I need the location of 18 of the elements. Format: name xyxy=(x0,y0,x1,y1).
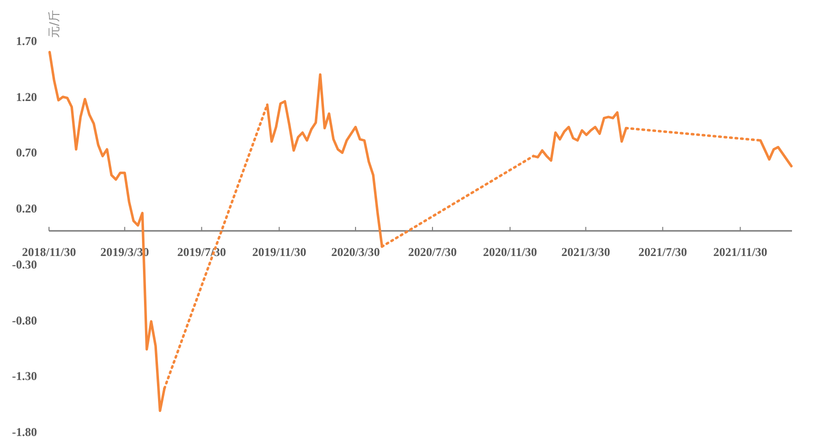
x-tick-label: 2020/11/30 xyxy=(483,244,538,259)
y-axis-title: 元/斤 xyxy=(47,10,61,38)
y-tick-label: -0.80 xyxy=(12,313,37,328)
x-tick-label: 2018/11/30 xyxy=(22,244,76,259)
x-tick-label: 2019/11/30 xyxy=(252,244,306,259)
x-tick-label: 2020/7/30 xyxy=(408,244,457,259)
y-tick-label: -1.80 xyxy=(12,425,37,439)
x-tick-label: 2021/11/30 xyxy=(713,244,768,259)
x-tick-label: 2019/7/30 xyxy=(177,244,226,259)
y-tick-label: 1.70 xyxy=(16,34,37,48)
y-tick-label: -0.30 xyxy=(12,257,37,272)
y-tick-label: -1.30 xyxy=(12,369,37,384)
y-tick-label: 1.20 xyxy=(16,90,37,104)
x-tick-label: 2021/7/30 xyxy=(638,244,688,259)
x-tick-label: 2021/3/30 xyxy=(561,244,610,259)
x-tick-label: 2020/3/30 xyxy=(331,244,380,259)
y-tick-label: 0.70 xyxy=(16,146,37,160)
y-tick-label: 0.20 xyxy=(16,202,37,216)
